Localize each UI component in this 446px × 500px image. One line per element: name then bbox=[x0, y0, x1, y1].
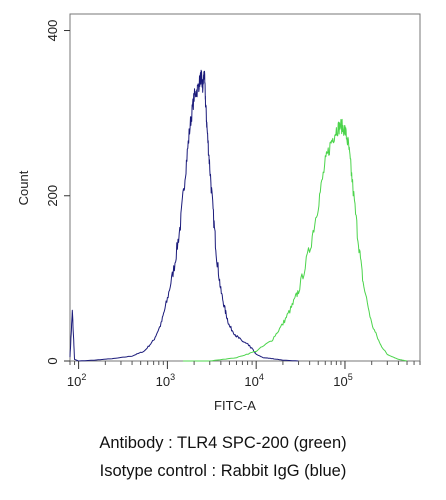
series-line-0 bbox=[69, 69, 299, 362]
y-tick-label: 200 bbox=[45, 185, 60, 207]
caption-isotype-control: Isotype control : Rabbit IgG (blue) bbox=[99, 462, 347, 480]
x-tick-label: 102 bbox=[67, 372, 86, 389]
series-line-1 bbox=[183, 118, 408, 362]
x-tick-label: 105 bbox=[333, 372, 352, 389]
x-tick-label: 104 bbox=[244, 372, 263, 389]
x-axis-title: FITC-A bbox=[214, 398, 256, 413]
y-tick-label: 400 bbox=[45, 20, 60, 42]
plot-frame bbox=[69, 13, 421, 362]
ticks-layer: 102 103 104 105 0 200 400 bbox=[45, 20, 421, 389]
caption-antibody: Antibody : TLR4 SPC-200 (green) bbox=[99, 434, 347, 452]
flow-histogram-chart: 102 103 104 105 0 200 400 FITC-A Count bbox=[16, 13, 421, 413]
y-axis-title: Count bbox=[16, 170, 31, 205]
series-layer bbox=[69, 69, 408, 362]
x-tick-label: 103 bbox=[156, 372, 175, 389]
y-tick-label: 0 bbox=[45, 357, 60, 364]
